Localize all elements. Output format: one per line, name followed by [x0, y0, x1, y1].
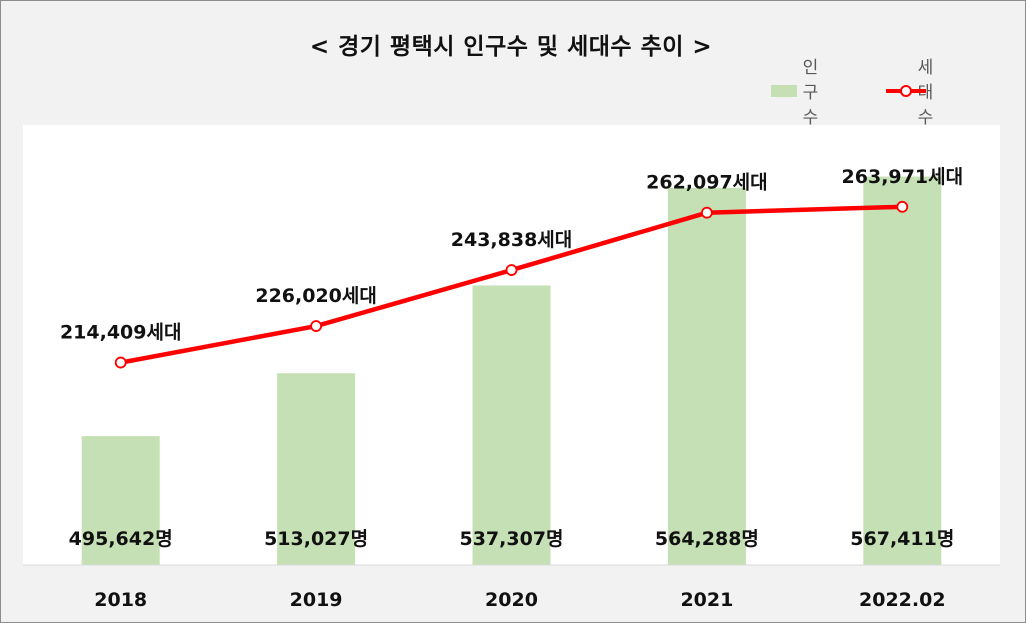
households-value-label: 214,409세대 [60, 322, 182, 344]
legend-line-marker [900, 84, 912, 97]
legend-bar-swatch [771, 84, 797, 97]
population-value-label: 567,411명 [850, 528, 954, 550]
population-bar [81, 436, 160, 565]
legend-item-households: 세대수 [886, 53, 948, 128]
legend-item-population: 인구수 [771, 53, 833, 128]
legend-line-swatch [886, 84, 926, 97]
population-bar [277, 373, 356, 565]
households-value-label: 263,971세대 [842, 166, 964, 188]
legend-label-population: 인구수 [802, 58, 819, 128]
chart-title: < 경기 평택시 인구수 및 세대수 추이 > [309, 34, 713, 60]
households-point [310, 320, 323, 332]
x-tick-label: 2021 [680, 589, 733, 611]
x-tick-label: 2019 [290, 589, 343, 611]
population-value-label: 537,307명 [459, 528, 563, 550]
households-value-label: 262,097세대 [646, 172, 768, 194]
population-bar [863, 176, 942, 565]
households-value-label: 243,838세대 [451, 229, 573, 251]
population-value-label: 564,288명 [655, 528, 759, 550]
population-bar [472, 285, 551, 565]
households-point [701, 206, 713, 219]
households-point [114, 356, 127, 369]
population-value-label: 495,642명 [69, 528, 173, 550]
x-tick-label: 2022.02 [859, 589, 946, 611]
x-tick-label: 2020 [485, 589, 538, 611]
population-bar [667, 187, 746, 565]
legend-label-households: 세대수 [917, 58, 934, 128]
households-value-label: 226,020세대 [255, 285, 377, 307]
population-value-label: 513,027명 [264, 528, 368, 550]
households-point [896, 200, 909, 213]
households-point [505, 264, 518, 276]
x-tick-label: 2018 [94, 589, 147, 611]
